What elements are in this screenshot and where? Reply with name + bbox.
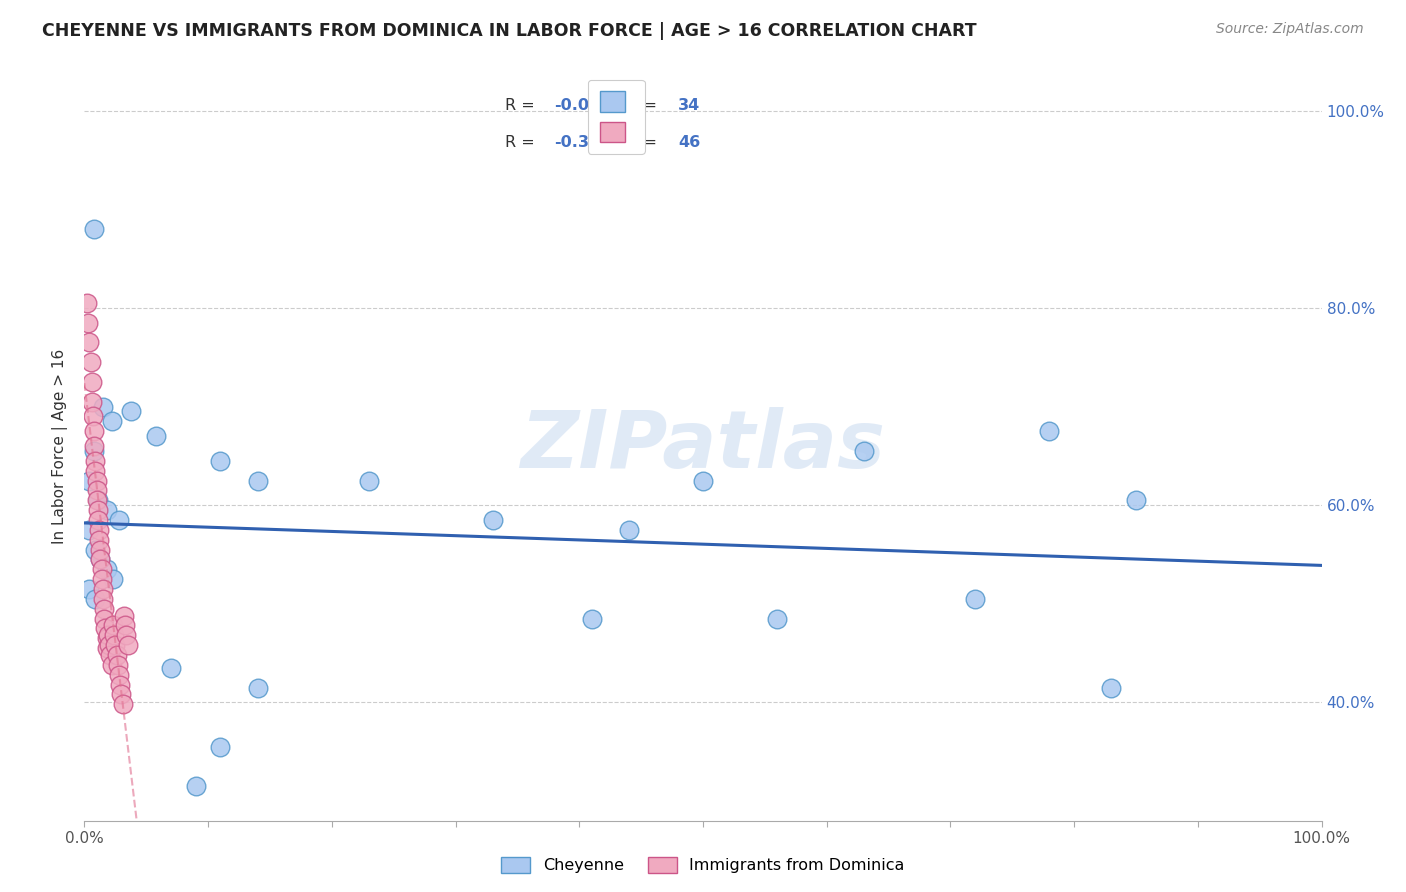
Legend: Cheyenne, Immigrants from Dominica: Cheyenne, Immigrants from Dominica [495, 850, 911, 880]
Point [101, 572, 124, 586]
Legend: , : , [588, 79, 645, 153]
Point [79, 474, 101, 488]
Point [98, 638, 121, 652]
Point [120, 404, 142, 418]
Point [83, 444, 105, 458]
Text: R =: R = [84, 820, 87, 821]
Point [91, 400, 114, 414]
Point [852, 444, 875, 458]
Point [98, 648, 121, 662]
Point [79, 355, 101, 369]
Point [160, 661, 183, 675]
Point [93, 601, 115, 615]
Point [89, 523, 111, 537]
Point [115, 628, 138, 642]
Point [89, 552, 111, 566]
Point [184, 779, 207, 793]
Point [87, 513, 110, 527]
Point [110, 677, 132, 691]
Point [111, 698, 134, 712]
Point [96, 562, 118, 576]
Point [89, 533, 111, 547]
Point [82, 409, 104, 424]
Point [79, 523, 101, 537]
Point [76, 296, 98, 310]
Point [77, 316, 100, 330]
Point [357, 474, 380, 488]
Point [100, 657, 122, 672]
Point [246, 681, 269, 695]
Text: Source: ZipAtlas.com: Source: ZipAtlas.com [1216, 22, 1364, 37]
Point [107, 657, 129, 672]
Text: -0.061: -0.061 [554, 97, 612, 112]
Point [97, 628, 120, 642]
Text: -0.351: -0.351 [554, 135, 612, 150]
Point [617, 523, 640, 537]
Point [87, 493, 110, 508]
Point [83, 439, 105, 453]
Point [96, 632, 118, 646]
Point [110, 688, 132, 702]
Point [965, 591, 987, 606]
Point [80, 375, 103, 389]
Point [89, 552, 111, 566]
Point [481, 513, 503, 527]
Point [93, 611, 115, 625]
Text: R =: R = [505, 97, 540, 112]
Point [87, 503, 110, 517]
Point [90, 562, 112, 576]
Point [84, 454, 107, 468]
Point [94, 621, 117, 635]
Point [209, 454, 232, 468]
Point [108, 667, 131, 681]
Point [89, 542, 111, 557]
Point [108, 513, 131, 527]
Point [100, 414, 122, 428]
Point [96, 641, 118, 656]
Point [84, 542, 107, 557]
Point [246, 474, 269, 488]
Point [104, 638, 127, 652]
Point [96, 503, 118, 517]
Point [1099, 681, 1122, 695]
Point [83, 424, 105, 438]
Point [86, 474, 108, 488]
Point [692, 474, 714, 488]
Text: 46: 46 [678, 135, 700, 150]
Text: R =: R = [505, 135, 540, 150]
Text: ZIPatlas: ZIPatlas [520, 407, 886, 485]
Point [209, 739, 232, 754]
Point [83, 222, 105, 236]
Point [766, 611, 789, 625]
Point [105, 648, 128, 662]
Point [91, 582, 114, 596]
Text: N =: N = [616, 135, 662, 150]
Point [112, 608, 135, 623]
Point [90, 572, 112, 586]
Point [117, 638, 139, 652]
Point [145, 429, 167, 443]
Point [80, 394, 103, 409]
Point [1038, 424, 1060, 438]
Text: N =: N = [616, 97, 662, 112]
Point [84, 591, 107, 606]
Point [84, 464, 107, 478]
Point [103, 628, 125, 642]
Point [581, 611, 603, 625]
Y-axis label: In Labor Force | Age > 16: In Labor Force | Age > 16 [52, 349, 69, 543]
Text: CHEYENNE VS IMMIGRANTS FROM DOMINICA IN LABOR FORCE | AGE > 16 CORRELATION CHART: CHEYENNE VS IMMIGRANTS FROM DOMINICA IN … [42, 22, 977, 40]
Point [86, 493, 108, 508]
Point [1125, 493, 1147, 508]
Point [79, 582, 101, 596]
Point [101, 618, 124, 632]
Point [79, 335, 101, 350]
Point [86, 483, 108, 498]
Point [91, 591, 114, 606]
Point [114, 618, 136, 632]
Text: 34: 34 [678, 97, 700, 112]
